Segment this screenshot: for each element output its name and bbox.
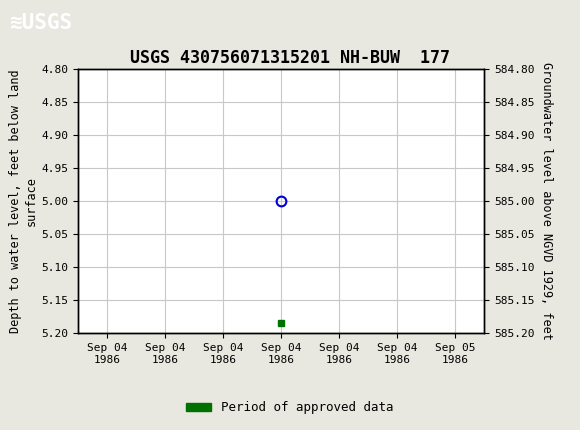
Text: USGS 430756071315201 NH-BUW  177: USGS 430756071315201 NH-BUW 177 [130, 49, 450, 67]
Y-axis label: Depth to water level, feet below land
surface: Depth to water level, feet below land su… [9, 69, 38, 333]
Text: ≋USGS: ≋USGS [9, 12, 72, 33]
Legend: Period of approved data: Period of approved data [181, 396, 399, 419]
Y-axis label: Groundwater level above NGVD 1929, feet: Groundwater level above NGVD 1929, feet [540, 62, 553, 340]
